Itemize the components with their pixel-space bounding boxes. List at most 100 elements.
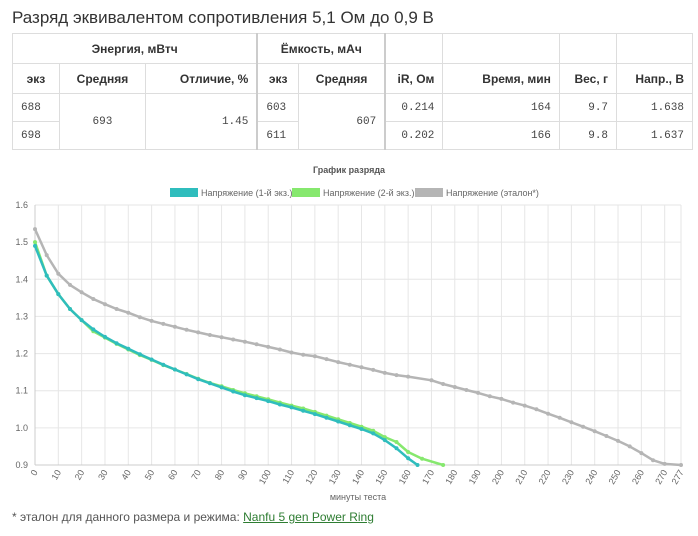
x-tick-label: 140 [350, 468, 366, 486]
data-point [231, 389, 236, 394]
data-point [581, 424, 586, 429]
x-axis-label: минуты теста [330, 492, 386, 502]
data-point [68, 282, 72, 287]
results-table: Энергия, мВтч Ёмкость, мАч экз Средняя О… [12, 33, 693, 150]
data-point [679, 463, 683, 467]
x-tick-label: 150 [373, 468, 389, 486]
data-point [44, 253, 49, 258]
legend-label: Напряжение (2-й экз.) [323, 188, 414, 198]
capacity-sample-cell: 603 [256, 93, 299, 122]
x-tick-label: 240 [583, 468, 599, 486]
page-title: Разряд эквивалентом сопротивления 5,1 Ом… [12, 8, 434, 27]
ir-cell: 0.214 [384, 93, 444, 122]
data-point [219, 385, 224, 390]
data-point [266, 344, 271, 349]
x-tick-label: 100 [257, 468, 273, 486]
capacity-group-header: Ёмкость, мАч [256, 33, 386, 64]
legend-label: Напряжение (1-й экз.) [201, 188, 292, 198]
data-point [289, 350, 294, 355]
time-cell: 166 [442, 121, 560, 150]
x-tick-label: 277 [670, 468, 686, 486]
x-tick-label: 130 [327, 468, 343, 486]
weight-cell: 9.8 [558, 121, 618, 150]
data-point [91, 297, 96, 301]
x-tick-label: 50 [143, 468, 157, 482]
data-point [207, 381, 212, 386]
data-point [184, 372, 189, 377]
legend-swatch [170, 188, 198, 197]
data-point [196, 330, 201, 335]
data-point [546, 411, 551, 416]
data-point [289, 405, 294, 410]
x-tick-label: 170 [420, 468, 436, 486]
y-tick-label: 1.5 [15, 237, 28, 247]
empty-header-cell [616, 33, 693, 64]
data-point [33, 227, 37, 232]
data-point [277, 402, 282, 407]
table-row: 688 693 1.45 603 607 0.214 164 9.7 1.638 [12, 93, 693, 150]
data-point [604, 434, 609, 438]
data-point [394, 446, 399, 451]
x-tick-label: 10 [49, 468, 63, 482]
data-point [522, 403, 527, 408]
x-tick-label: 190 [467, 468, 483, 486]
x-tick-label: 0 [29, 468, 40, 477]
data-point [324, 415, 329, 420]
legend-swatch [292, 188, 320, 197]
footnote-text: * эталон для данного размера и режима: [12, 510, 244, 524]
legend-swatch [415, 188, 443, 197]
data-point [429, 378, 434, 383]
data-point [301, 352, 306, 357]
data-point [557, 415, 562, 420]
time-cell: 164 [442, 93, 560, 122]
col-header-energy-sample: экз [12, 63, 60, 94]
data-point [242, 339, 247, 344]
x-tick-label: 220 [537, 468, 553, 486]
x-tick-label: 180 [443, 468, 459, 486]
data-point [476, 390, 481, 395]
y-tick-label: 1.6 [15, 200, 28, 210]
data-point [137, 315, 142, 320]
data-point [371, 367, 376, 372]
data-point [394, 373, 399, 378]
data-point [277, 347, 282, 352]
x-tick-label: 30 [96, 468, 110, 482]
col-header-capacity-avg: Средняя [297, 63, 386, 94]
voltage-cell: 1.637 [616, 121, 693, 150]
empty-header-cell [384, 33, 444, 64]
data-point [231, 337, 236, 342]
data-point [207, 333, 212, 337]
chart-title: График разряда [313, 165, 386, 175]
footnote: * эталон для данного размера и режима: N… [12, 510, 374, 524]
data-point [44, 273, 49, 278]
data-point [406, 374, 411, 379]
data-point [394, 440, 399, 444]
y-tick-label: 1.4 [15, 274, 28, 284]
data-point [336, 360, 341, 365]
data-point [639, 451, 644, 456]
data-point [103, 334, 107, 339]
col-header-capacity-sample: экз [256, 63, 299, 94]
data-point [651, 458, 655, 463]
data-point [56, 271, 61, 276]
data-point [359, 427, 364, 431]
data-point [511, 400, 516, 405]
capacity-avg-cell: 607 [297, 93, 386, 150]
series-line [33, 245, 419, 467]
energy-group-header: Энергия, мВтч [12, 33, 258, 64]
data-point [266, 399, 271, 404]
data-point [406, 450, 411, 454]
x-tick-label: 210 [513, 468, 529, 486]
capacity-sample-cell: 611 [256, 121, 299, 150]
data-point [662, 461, 667, 466]
x-tick-label: 270 [653, 468, 669, 486]
data-point [91, 327, 96, 332]
x-tick-label: 230 [560, 468, 576, 486]
energy-sample-cell: 698 [12, 121, 60, 150]
y-tick-label: 0.9 [15, 460, 28, 470]
data-point [441, 382, 446, 386]
energy-avg-cell: 693 [58, 93, 147, 150]
data-point [464, 388, 469, 392]
data-point [499, 396, 504, 401]
reference-battery-link[interactable]: Nanfu 5 gen Power Ring [243, 510, 374, 524]
